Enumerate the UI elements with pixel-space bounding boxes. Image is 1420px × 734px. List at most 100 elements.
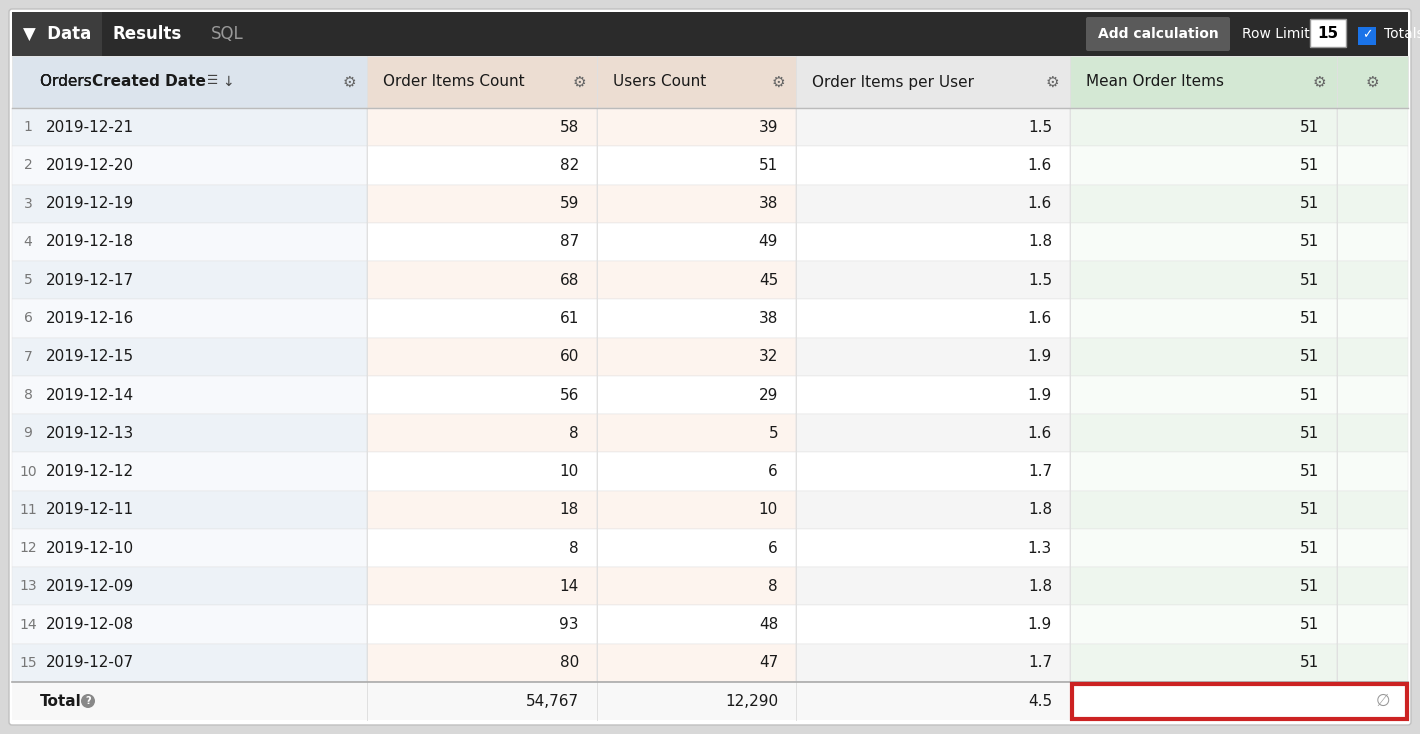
Bar — [1071, 223, 1338, 261]
Text: 51: 51 — [1299, 502, 1319, 517]
Bar — [797, 299, 1071, 338]
Bar — [1338, 184, 1409, 223]
Text: 68: 68 — [559, 273, 579, 288]
Bar — [797, 490, 1071, 529]
Bar — [596, 529, 797, 567]
Bar — [1338, 261, 1409, 299]
Bar — [11, 682, 1409, 720]
Bar — [366, 108, 596, 146]
Bar — [366, 567, 596, 606]
Text: 49: 49 — [758, 234, 778, 250]
Bar — [596, 146, 797, 184]
Text: 15: 15 — [1318, 26, 1339, 42]
Text: Orders: Orders — [40, 74, 97, 90]
Text: 2019-12-11: 2019-12-11 — [45, 502, 133, 517]
Bar — [1338, 490, 1409, 529]
Bar — [1338, 56, 1409, 108]
Text: 2019-12-19: 2019-12-19 — [45, 196, 135, 211]
Bar — [1338, 644, 1409, 682]
Text: 8: 8 — [569, 540, 579, 556]
Bar — [1071, 490, 1338, 529]
Bar — [596, 606, 797, 644]
Text: 8: 8 — [768, 579, 778, 594]
Bar — [11, 490, 366, 529]
Text: 2019-12-15: 2019-12-15 — [45, 349, 133, 364]
Text: 1.5: 1.5 — [1028, 120, 1052, 134]
Bar — [1071, 567, 1338, 606]
Bar — [596, 184, 797, 223]
Text: 1.5: 1.5 — [1028, 273, 1052, 288]
Text: 51: 51 — [1299, 311, 1319, 326]
Text: 87: 87 — [559, 234, 579, 250]
Bar — [797, 338, 1071, 376]
Text: 15: 15 — [20, 656, 37, 670]
Text: 2019-12-12: 2019-12-12 — [45, 464, 133, 479]
Bar — [596, 414, 797, 452]
Bar — [797, 529, 1071, 567]
Text: Total: Total — [40, 694, 82, 708]
Text: 2019-12-09: 2019-12-09 — [45, 579, 135, 594]
Text: 18: 18 — [559, 502, 579, 517]
Text: 2019-12-08: 2019-12-08 — [45, 617, 133, 632]
Bar — [11, 299, 366, 338]
Bar — [1071, 414, 1338, 452]
Text: 51: 51 — [1299, 388, 1319, 402]
Text: 2019-12-10: 2019-12-10 — [45, 540, 133, 556]
Bar — [366, 56, 596, 108]
Text: Row Limit: Row Limit — [1242, 27, 1309, 41]
Text: Order Items per User: Order Items per User — [812, 74, 974, 90]
Text: 51: 51 — [1299, 349, 1319, 364]
Bar — [11, 223, 366, 261]
Bar — [366, 414, 596, 452]
Text: Order Items Count: Order Items Count — [383, 74, 524, 90]
Text: 4: 4 — [24, 235, 33, 249]
Bar — [1358, 27, 1376, 45]
Bar — [366, 452, 596, 490]
Text: 51: 51 — [758, 158, 778, 173]
Bar — [596, 490, 797, 529]
Text: ↓: ↓ — [222, 75, 234, 89]
Text: 12,290: 12,290 — [724, 694, 778, 708]
Text: 82: 82 — [559, 158, 579, 173]
Bar — [797, 184, 1071, 223]
Bar — [366, 490, 596, 529]
Text: 3: 3 — [24, 197, 33, 211]
Bar — [1071, 682, 1409, 720]
Text: 14: 14 — [559, 579, 579, 594]
Text: 11: 11 — [18, 503, 37, 517]
Text: 1.9: 1.9 — [1028, 349, 1052, 364]
Text: 6: 6 — [24, 311, 33, 325]
Bar — [11, 261, 366, 299]
Text: Add calculation: Add calculation — [1098, 27, 1218, 41]
Text: Users Count: Users Count — [613, 74, 706, 90]
Bar — [1338, 414, 1409, 452]
Bar — [797, 261, 1071, 299]
Text: 7: 7 — [24, 349, 33, 364]
Text: 1.8: 1.8 — [1028, 234, 1052, 250]
Text: 1: 1 — [24, 120, 33, 134]
Text: Totals: Totals — [1384, 27, 1420, 41]
Text: 51: 51 — [1299, 273, 1319, 288]
Bar — [1338, 529, 1409, 567]
Bar — [1071, 261, 1338, 299]
Text: 9: 9 — [24, 426, 33, 440]
Bar — [1071, 146, 1338, 184]
Bar — [1072, 683, 1406, 719]
Text: 5: 5 — [768, 426, 778, 440]
Text: ⚙: ⚙ — [1366, 74, 1379, 90]
Bar — [366, 261, 596, 299]
Bar — [11, 452, 366, 490]
Bar — [797, 376, 1071, 414]
Bar — [1338, 223, 1409, 261]
Text: 2: 2 — [24, 159, 33, 172]
Bar — [1338, 146, 1409, 184]
Text: ?: ? — [85, 696, 91, 706]
Bar — [596, 338, 797, 376]
Text: Mean Order Items: Mean Order Items — [1086, 74, 1224, 90]
Bar — [596, 567, 797, 606]
Text: 51: 51 — [1299, 579, 1319, 594]
Text: 2019-12-18: 2019-12-18 — [45, 234, 133, 250]
Text: 6: 6 — [768, 540, 778, 556]
Bar — [1071, 299, 1338, 338]
Bar — [1338, 606, 1409, 644]
